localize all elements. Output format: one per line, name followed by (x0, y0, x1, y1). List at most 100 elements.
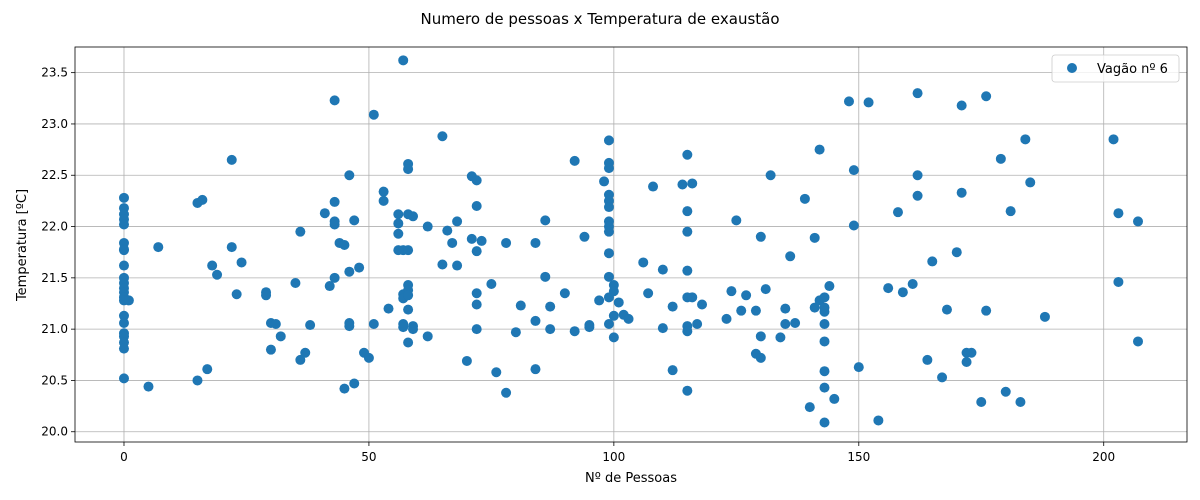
data-point (403, 164, 414, 175)
data-point (1020, 134, 1031, 145)
y-tick-label: 21.0 (41, 322, 68, 336)
data-point (692, 319, 703, 330)
data-point (937, 372, 948, 383)
data-point (750, 305, 761, 316)
data-point (305, 320, 316, 331)
data-point (976, 396, 987, 407)
data-point (819, 306, 830, 317)
data-point (123, 295, 134, 306)
data-point (1025, 177, 1036, 188)
data-point (442, 225, 453, 236)
data-point (452, 260, 463, 271)
data-point (471, 246, 482, 257)
y-tick-label: 21.5 (41, 271, 68, 285)
data-point (226, 242, 237, 253)
x-tick-label: 100 (602, 450, 625, 464)
data-point (667, 365, 678, 376)
data-point (339, 383, 350, 394)
legend-label: Vagão nº 6 (1097, 62, 1168, 77)
data-point (471, 175, 482, 186)
data-point (657, 323, 668, 334)
data-point (344, 170, 355, 181)
data-point (300, 347, 311, 358)
data-point (760, 284, 771, 295)
data-point (510, 327, 521, 338)
data-point (153, 242, 164, 253)
data-point (212, 269, 223, 280)
data-point (623, 313, 634, 324)
x-axis-ticks: 0 50 100 150 200 (120, 442, 1115, 464)
data-point (236, 257, 247, 268)
data-point (118, 310, 129, 321)
data-point (354, 262, 365, 273)
data-point (682, 385, 693, 396)
data-point (452, 216, 463, 227)
data-points (118, 55, 1144, 428)
data-point (422, 331, 433, 342)
data-point (981, 91, 992, 102)
data-point (461, 355, 472, 366)
data-point (819, 336, 830, 347)
data-point (329, 95, 340, 106)
data-point (118, 260, 129, 271)
data-point (677, 179, 688, 190)
data-point (530, 237, 541, 248)
data-point (736, 305, 747, 316)
data-point (545, 301, 556, 312)
data-point (393, 218, 404, 229)
data-point (486, 279, 497, 289)
data-point (956, 187, 967, 198)
data-point (530, 364, 541, 375)
x-tick-label: 0 (120, 450, 128, 464)
y-tick-label: 22.5 (41, 168, 68, 182)
data-point (540, 271, 551, 282)
data-point (403, 304, 414, 315)
chart-title: Numero de pessoas x Temperatura de exaus… (420, 10, 779, 28)
data-point (755, 231, 766, 242)
data-point (603, 163, 614, 174)
data-point (721, 313, 732, 324)
data-point (819, 319, 830, 330)
data-point (824, 281, 835, 292)
data-point (329, 219, 340, 230)
data-point (843, 96, 854, 107)
data-point (883, 283, 894, 294)
data-point (447, 237, 458, 248)
data-point (657, 264, 668, 275)
data-point (603, 319, 614, 330)
data-point (344, 266, 355, 277)
data-point (403, 245, 414, 256)
data-point (608, 286, 619, 297)
data-point (741, 290, 752, 301)
data-point (339, 240, 350, 251)
data-point (922, 354, 933, 365)
data-point (398, 55, 409, 66)
data-point (1133, 216, 1144, 227)
data-point (403, 290, 414, 301)
data-point (329, 196, 340, 207)
data-point (270, 319, 281, 330)
data-point (403, 337, 414, 348)
data-point (687, 292, 698, 303)
data-point (393, 228, 404, 239)
data-point (579, 231, 590, 242)
data-point (501, 237, 512, 248)
data-point (378, 186, 389, 197)
data-point (892, 207, 903, 218)
grid (75, 47, 1187, 442)
data-point (290, 277, 301, 288)
data-point (471, 201, 482, 212)
data-point (853, 362, 864, 373)
data-point (755, 352, 766, 363)
data-point (603, 248, 614, 259)
data-point (118, 343, 129, 354)
data-point (603, 271, 614, 282)
data-point (569, 326, 580, 337)
data-point (775, 332, 786, 343)
data-point (804, 402, 815, 413)
data-point (207, 260, 218, 271)
data-point (466, 233, 477, 244)
data-point (697, 299, 708, 310)
data-point (726, 286, 737, 297)
